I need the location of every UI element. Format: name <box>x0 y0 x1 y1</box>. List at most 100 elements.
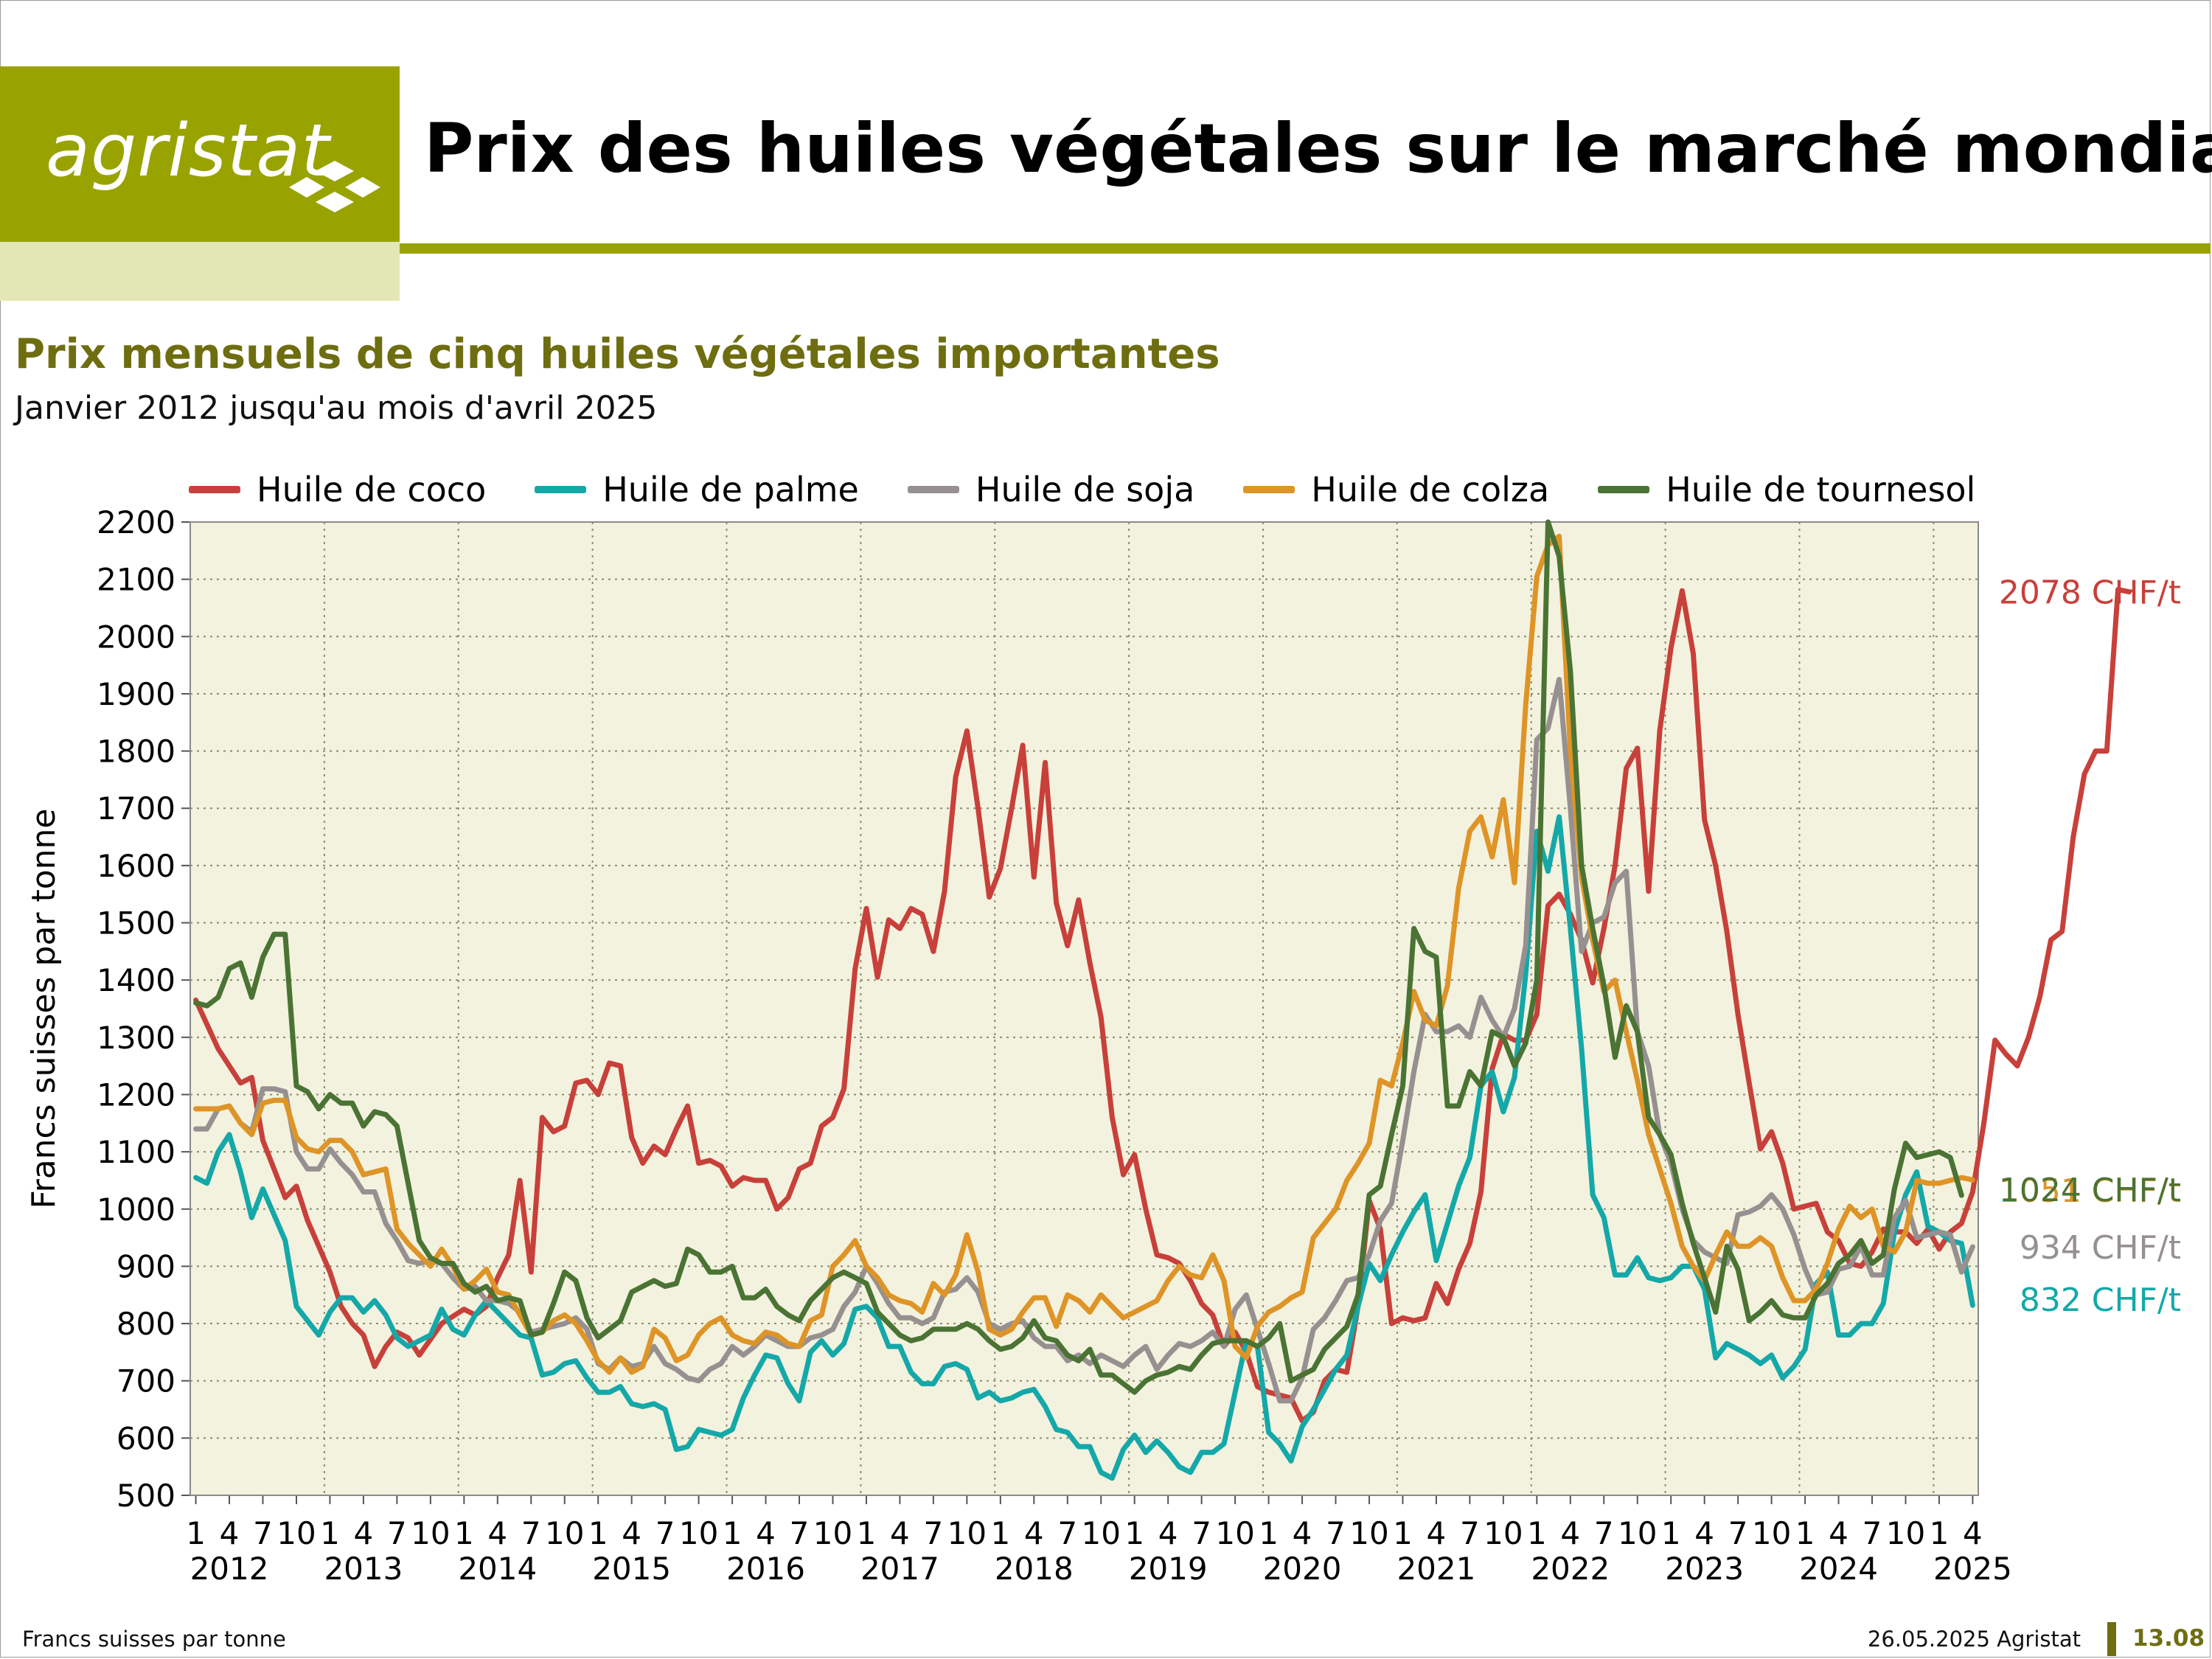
x-year-label: 2024 <box>1799 1551 1878 1587</box>
x-year-label: 2025 <box>1933 1551 2012 1587</box>
x-tick-label: 4 <box>487 1515 507 1551</box>
y-tick-label: 800 <box>116 1306 175 1342</box>
y-tick-label: 1100 <box>97 1134 175 1170</box>
logo-text: agristat <box>46 109 330 193</box>
x-tick-label: 10 <box>947 1515 987 1551</box>
x-tick-label: 4 <box>1829 1515 1848 1551</box>
y-tick-label: 600 <box>116 1420 175 1456</box>
y-tick-label: 2000 <box>97 619 175 655</box>
footer-unit-note: Francs suisses par tonne <box>22 1627 286 1652</box>
y-tick-label: 1700 <box>97 790 175 827</box>
footer-source-date: 26.05.2025 Agristat <box>1867 1627 2081 1652</box>
series-line-2 <box>193 814 1975 1481</box>
series-end-label: 2078 CHF/t <box>1999 574 2181 612</box>
legend-item: Huile de palme <box>535 470 859 509</box>
legend-item: Huile de soja <box>907 470 1195 509</box>
x-year-label: 2018 <box>995 1551 1074 1587</box>
series-line-5 <box>193 519 1964 1395</box>
legend-label: Huile de coco <box>257 470 487 509</box>
legend-item: Huile de tournesol <box>1598 470 1975 509</box>
page-title: Prix des huiles végétales sur le marché … <box>424 109 2212 188</box>
x-tick-label: 4 <box>622 1515 641 1551</box>
x-tick-label: 1 <box>990 1515 1010 1551</box>
y-tick-label: 700 <box>116 1363 175 1399</box>
logo-diamond-mark <box>289 161 380 212</box>
legend-swatch <box>907 486 959 493</box>
x-tick-label: 4 <box>1694 1515 1714 1551</box>
x-tick-label: 10 <box>1349 1515 1388 1551</box>
legend-swatch <box>189 486 240 493</box>
x-tick-label: 7 <box>924 1515 944 1551</box>
x-tick-label: 10 <box>1082 1515 1121 1551</box>
x-tick-label: 7 <box>1460 1515 1480 1551</box>
x-year-label: 2020 <box>1263 1551 1342 1587</box>
x-tick-label: 4 <box>220 1515 240 1551</box>
x-tick-label: 10 <box>1752 1515 1791 1551</box>
x-tick-label: 1 <box>1661 1515 1681 1551</box>
series-line-4 <box>193 533 1975 1375</box>
legend-label: Huile de tournesol <box>1666 470 1976 509</box>
y-tick-label: 1800 <box>97 734 175 770</box>
x-tick-label: 4 <box>1427 1515 1447 1551</box>
x-year-label: 2019 <box>1129 1551 1208 1587</box>
x-tick-label: 1 <box>1259 1515 1279 1551</box>
chart-legend: Huile de coco Huile de palme Huile de soja… <box>189 469 2024 510</box>
plot-area <box>190 522 1978 1495</box>
x-tick-label: 1 <box>454 1515 474 1551</box>
x-tick-label: 7 <box>1192 1515 1211 1551</box>
x-tick-label: 10 <box>1484 1515 1523 1551</box>
header-rule <box>400 243 2211 254</box>
legend-item: Huile de colza <box>1243 470 1549 509</box>
x-tick-label: 10 <box>1886 1515 1925 1551</box>
x-year-label: 2021 <box>1397 1551 1475 1587</box>
series-end-label: 1051 CHF/t <box>1999 1172 2181 1210</box>
x-tick-label: 7 <box>521 1515 541 1551</box>
x-tick-label: 1 <box>588 1515 608 1551</box>
x-tick-label: 1 <box>1393 1515 1413 1551</box>
x-tick-label: 7 <box>790 1515 810 1551</box>
x-tick-label: 7 <box>1057 1515 1077 1551</box>
x-tick-label: 1 <box>320 1515 340 1551</box>
y-tick-label: 1600 <box>97 848 175 884</box>
x-tick-label: 7 <box>1594 1515 1614 1551</box>
y-tick-label: 1500 <box>97 905 175 942</box>
x-tick-label: 1 <box>1930 1515 1950 1551</box>
x-tick-label: 10 <box>545 1515 584 1551</box>
x-year-label: 2016 <box>726 1551 805 1587</box>
y-tick-label: 1200 <box>97 1077 175 1113</box>
x-tick-label: 10 <box>813 1515 852 1551</box>
x-tick-label: 7 <box>1863 1515 1882 1551</box>
legend-label: Huile de soja <box>975 470 1195 509</box>
x-year-label: 2017 <box>860 1551 939 1587</box>
footer-accent-bar <box>2107 1622 2116 1656</box>
y-tick-label: 500 <box>116 1478 175 1514</box>
x-tick-label: 1 <box>723 1515 742 1551</box>
x-year-label: 2023 <box>1665 1551 1744 1587</box>
page-number: 13.08 <box>2132 1625 2205 1652</box>
y-tick-label: 1000 <box>97 1192 175 1228</box>
legend-label: Huile de palme <box>602 470 859 509</box>
series-line-1 <box>193 587 2132 1424</box>
logo-underband <box>0 242 400 301</box>
x-tick-label: 10 <box>1215 1515 1254 1551</box>
x-tick-label: 10 <box>276 1515 316 1551</box>
y-tick-label: 1400 <box>97 962 175 998</box>
y-tick-label: 900 <box>116 1248 175 1284</box>
x-tick-label: 1 <box>1527 1515 1547 1551</box>
plot-border <box>189 521 1979 1496</box>
x-tick-label: 1 <box>186 1515 206 1551</box>
legend-label: Huile de colza <box>1311 470 1550 509</box>
x-tick-label: 4 <box>756 1515 776 1551</box>
x-tick-label: 4 <box>1158 1515 1178 1551</box>
x-tick-label: 1 <box>1795 1515 1815 1551</box>
x-tick-label: 7 <box>253 1515 273 1551</box>
x-year-label: 2022 <box>1531 1551 1610 1587</box>
x-tick-label: 7 <box>655 1515 675 1551</box>
series-end-label: 1024 CHF/t <box>1999 1172 2181 1209</box>
y-axis-label: Francs suisses par tonne <box>25 809 63 1209</box>
y-tick-label: 1900 <box>97 676 175 712</box>
x-tick-label: 10 <box>411 1515 450 1551</box>
series-end-label: 832 CHF/t <box>2020 1281 2181 1319</box>
x-tick-label: 7 <box>387 1515 407 1551</box>
